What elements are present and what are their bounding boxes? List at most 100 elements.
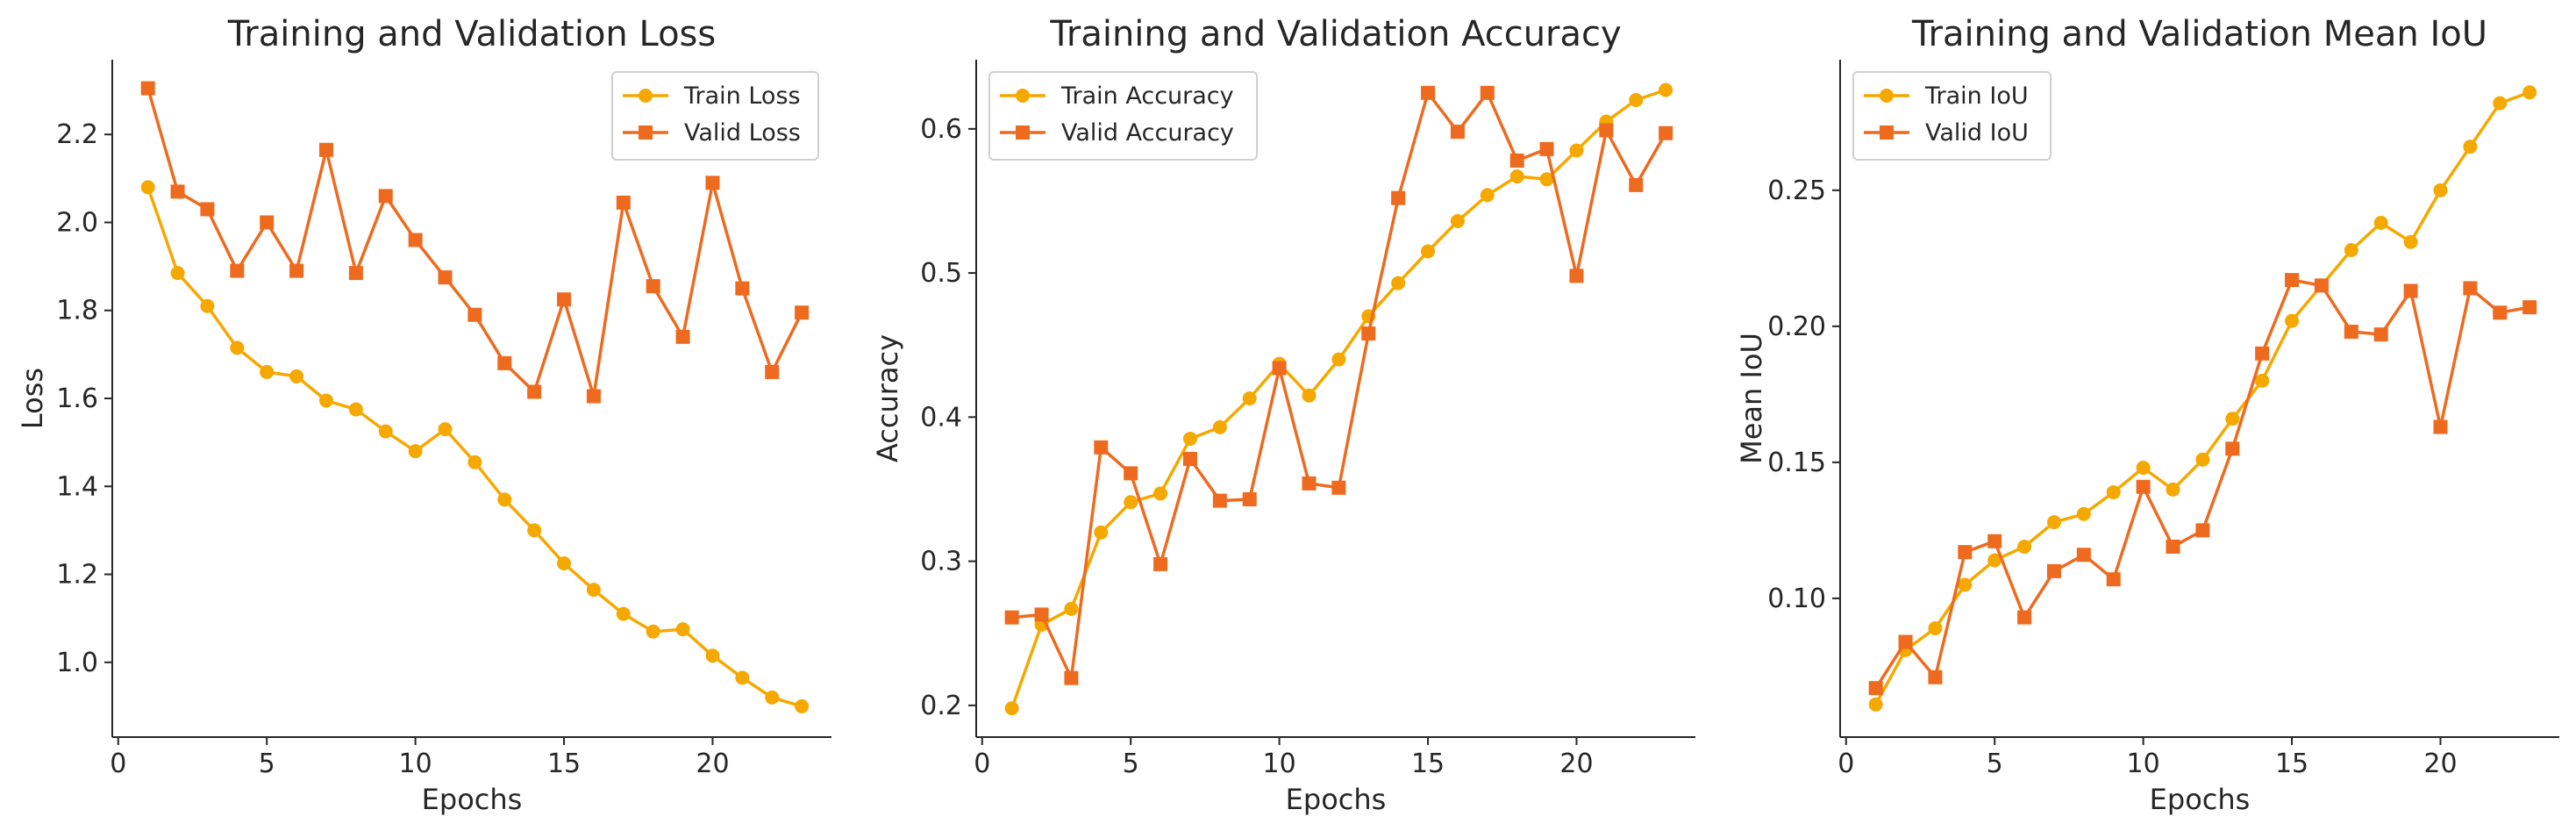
data-point [230,340,245,355]
data-point [2403,234,2418,249]
data-point [318,393,333,408]
x-axis-label: Epochs [422,783,523,816]
data-point [2433,183,2448,197]
data-point [1124,495,1138,510]
data-point [438,422,453,437]
x-tick-label: 15 [2275,749,2308,779]
x-tick-label: 0 [110,749,126,779]
data-point [2166,539,2180,554]
legend-label: Valid Loss [684,119,801,147]
data-point [2285,273,2300,288]
data-point [1509,169,1524,184]
series-line [1010,88,1666,709]
chart-panel-1: Training and Validation Loss 0 5 10 15 20 1.0 1… [16,14,831,816]
data-point [170,184,185,199]
x-tick-label: 20 [696,749,729,779]
legend-box [611,71,819,161]
data-point [140,180,155,195]
x-tick-label: 5 [1123,749,1139,779]
legend-marker [1016,89,1030,103]
data-point [795,305,810,320]
series-train [1004,82,1673,716]
data-point [2225,412,2240,426]
data-point [1064,670,1079,685]
y-tick-label: 1.6 [56,383,98,414]
x-tick-label: 0 [974,749,990,779]
data-point [1421,244,1436,259]
series-line [1874,278,2530,690]
data-point [586,583,601,598]
y-tick-label: 1.0 [56,648,98,678]
data-point [2522,300,2537,315]
data-point [467,307,482,322]
data-point [616,606,631,621]
data-point [1659,125,1673,140]
data-point [497,355,512,370]
data-point [467,455,482,469]
data-point [1361,326,1376,341]
data-point [260,215,275,230]
data-point [1004,701,1019,716]
data-point [1868,681,1883,696]
data-point [408,444,423,459]
data-point [260,364,275,379]
data-point [200,298,215,313]
data-point [795,698,810,713]
data-point [2017,539,2032,554]
data-point [1331,352,1346,367]
x-tick-label: 15 [1411,749,1445,779]
chart-title: Training and Validation Mean IoU [1911,14,2487,54]
legend-label: Valid IoU [1925,119,2029,147]
series-line [1874,90,2530,706]
data-point [2106,484,2121,499]
data-point [497,492,512,507]
y-axis-label: Accuracy [871,334,904,462]
data-point [1629,177,1644,192]
legend-marker [1016,125,1030,140]
data-point [1629,92,1644,107]
data-point [1094,525,1109,540]
data-point [2433,419,2448,434]
data-point [2463,140,2478,154]
data-point [2403,283,2418,298]
data-point [408,233,423,247]
data-point [1450,213,1465,228]
data-point [2255,346,2270,361]
data-point [1212,419,1227,434]
data-point [1004,610,1019,625]
x-axis-label: Epochs [1286,783,1387,816]
data-point [200,202,215,217]
data-point [2017,610,2032,625]
data-point [1987,534,2002,548]
data-point [1391,190,1406,205]
data-point [1182,451,1197,466]
data-point [705,176,720,190]
data-point [2285,313,2300,328]
legend-box [988,71,1258,161]
data-point [348,402,363,417]
data-point [646,624,660,639]
y-tick-label: 2.2 [56,119,98,150]
series-line [1011,91,1667,680]
data-point [2076,506,2091,521]
data-point [557,292,572,307]
y-tick-label: 0.6 [920,114,962,145]
data-point [348,266,363,281]
data-point [2344,243,2358,258]
data-point [646,279,660,294]
series-valid [1004,85,1673,685]
legend: Train Loss Valid Loss [611,71,819,161]
y-tick-label: 0.3 [920,547,962,577]
legend-marker [639,125,653,140]
chart-title: Training and Validation Loss [227,14,716,54]
series-line [146,186,803,708]
data-point [2493,96,2508,111]
data-point [1034,607,1049,622]
data-point [735,281,750,296]
x-tick-label: 0 [1837,749,1854,779]
data-point [527,384,542,399]
data-point [170,266,185,281]
x-tick-label: 20 [2423,749,2457,779]
data-point [527,523,542,538]
